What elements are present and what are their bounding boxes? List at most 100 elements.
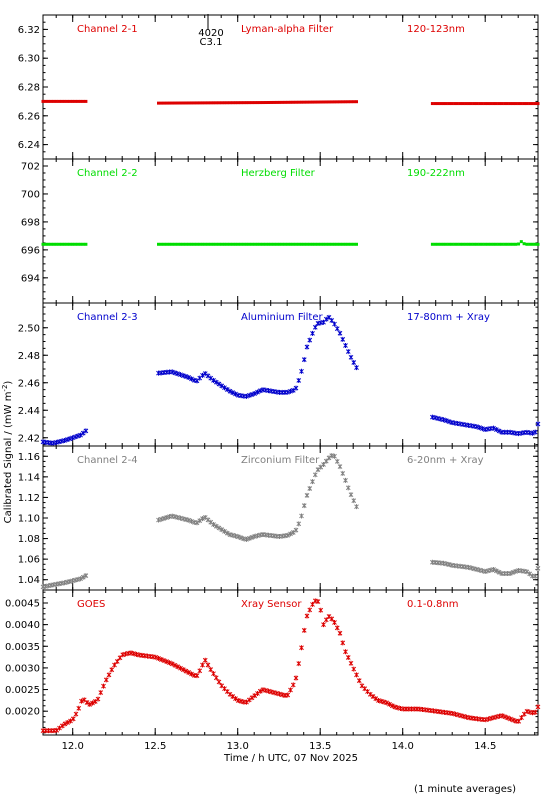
data-point: [461, 242, 465, 246]
data-point: [256, 101, 259, 105]
data-point: [60, 99, 64, 103]
panel-filter-label: Aluminium Filter: [241, 312, 324, 323]
series-segment-3: [430, 414, 541, 437]
data-point: [436, 242, 440, 246]
data-point: [178, 665, 183, 671]
data-point: [184, 101, 188, 105]
data-point: [73, 711, 79, 717]
data-point: [305, 242, 309, 246]
y-tick-label: 6.28: [18, 83, 40, 94]
data-point: [76, 99, 80, 103]
data-point: [59, 723, 65, 729]
data-point: [201, 242, 204, 246]
series-segment-2: [157, 242, 358, 246]
data-point: [508, 242, 512, 246]
data-point: [168, 101, 171, 105]
data-point: [483, 242, 487, 246]
data-point: [308, 100, 312, 104]
data-point: [352, 100, 356, 104]
data-point: [114, 658, 120, 664]
y-tick-label: 1.08: [18, 534, 40, 545]
y-tick-label: 700: [21, 189, 40, 200]
panel-band-label: 190-222nm: [407, 168, 465, 179]
data-point: [446, 419, 452, 425]
series-segment-1: [41, 242, 88, 246]
data-point: [213, 675, 219, 681]
data-point: [208, 667, 214, 673]
data-point: [205, 373, 211, 379]
data-point: [453, 242, 457, 246]
data-point: [278, 100, 281, 104]
data-point: [324, 100, 328, 104]
data-point: [200, 372, 205, 378]
data-point: [209, 101, 213, 105]
data-point: [351, 666, 357, 672]
data-point: [180, 373, 186, 379]
data-point: [319, 100, 323, 104]
data-point: [280, 100, 284, 104]
data-point: [510, 717, 516, 723]
data-point: [293, 527, 299, 533]
data-point: [373, 696, 379, 702]
data-point: [319, 242, 323, 246]
data-point: [346, 242, 350, 246]
y-axis-label-main: Calibrated Signal / (mW m: [3, 392, 14, 524]
data-point: [312, 472, 318, 478]
data-point: [106, 672, 112, 678]
data-point: [533, 102, 537, 106]
panel-frame: [42, 14, 539, 160]
panel-filter-label: Zirconium Filter: [241, 455, 320, 466]
data-point: [296, 661, 302, 667]
data-point: [455, 102, 459, 106]
data-point: [491, 425, 496, 431]
data-point: [189, 376, 194, 382]
data-point: [211, 671, 216, 677]
data-point: [322, 100, 325, 104]
data-point: [478, 242, 482, 246]
data-point: [280, 242, 284, 246]
data-point: [354, 365, 359, 371]
data-point: [65, 719, 71, 725]
data-point: [194, 673, 200, 679]
series-segment-1: [40, 573, 89, 590]
data-point: [158, 656, 164, 662]
data-point: [483, 102, 487, 106]
data-point: [195, 242, 199, 246]
data-point: [244, 536, 249, 542]
data-point: [52, 242, 56, 246]
data-point: [62, 721, 68, 727]
data-point: [286, 242, 290, 246]
panel-filter-label: Herzberg Filter: [241, 168, 316, 179]
panel-5: 0.0020 0.0025 0.0030 0.0035 0.0040 0.0045 GOES…: [5, 589, 541, 736]
data-point: [162, 242, 166, 246]
data-point: [264, 101, 268, 105]
data-point: [290, 682, 296, 688]
data-point: [223, 101, 226, 105]
data-point: [293, 385, 299, 391]
data-point: [272, 242, 276, 246]
data-point: [340, 336, 346, 342]
data-point: [285, 692, 291, 698]
data-point: [162, 101, 166, 105]
data-point: [334, 625, 340, 631]
data-point: [172, 662, 178, 668]
data-point: [433, 242, 437, 246]
data-point: [532, 429, 538, 435]
data-point: [57, 242, 61, 246]
data-point: [530, 102, 534, 106]
data-point: [220, 242, 224, 246]
data-point: [84, 242, 88, 246]
data-point: [522, 102, 526, 106]
x-tick-label: 12.5: [144, 741, 166, 752]
panel-frame: [42, 158, 539, 304]
series-segment-2: [157, 100, 358, 105]
data-point: [288, 388, 293, 394]
data-point: [189, 518, 194, 524]
data-point: [246, 392, 252, 398]
data-point: [346, 100, 350, 104]
data-point: [246, 697, 252, 703]
data-point: [167, 660, 172, 666]
data-point: [70, 435, 75, 441]
data-point: [217, 101, 221, 105]
data-point: [289, 100, 292, 104]
